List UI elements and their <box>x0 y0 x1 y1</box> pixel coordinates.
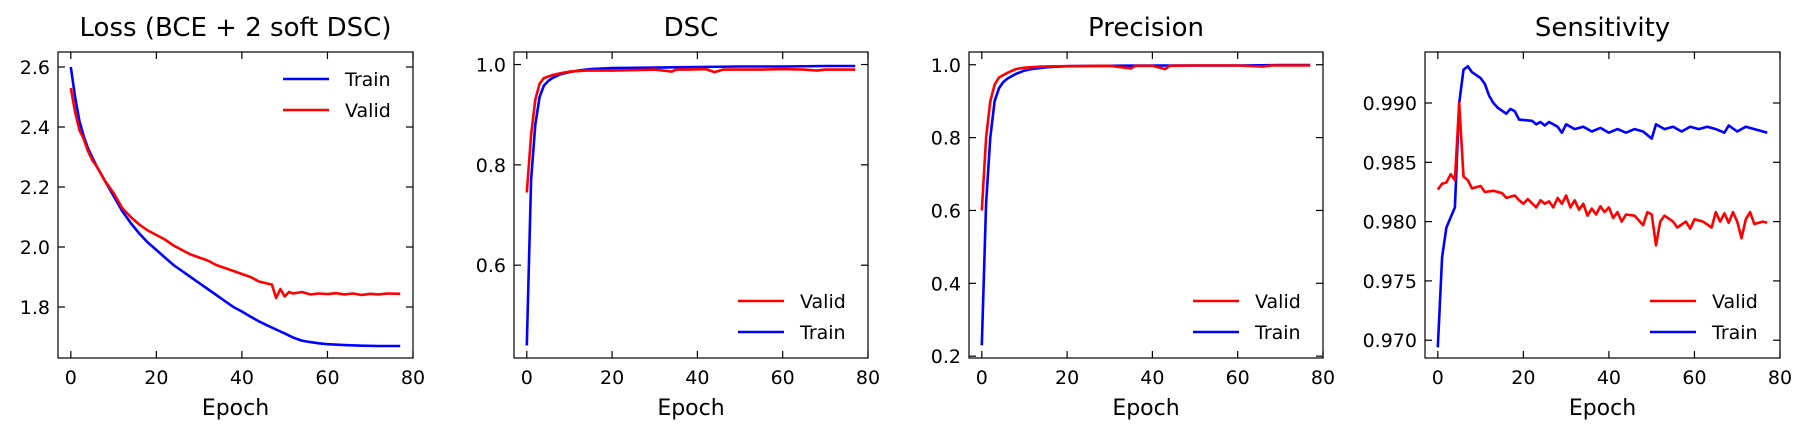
y-tick-label: 1.0 <box>931 55 961 77</box>
chart-title: Precision <box>1088 13 1204 43</box>
x-axis-label: Epoch <box>657 396 724 421</box>
y-tick-label: 0.6 <box>476 255 506 277</box>
legend-label-train: Train <box>799 322 846 344</box>
x-tick-label: 40 <box>230 367 254 389</box>
y-tick-label: 1.0 <box>476 55 506 77</box>
x-tick-label: 80 <box>1768 367 1792 389</box>
legend-label-valid: Valid <box>800 291 846 313</box>
series-group <box>1436 64 1768 348</box>
series-group <box>69 66 401 348</box>
chart-title: DSC <box>664 13 719 43</box>
series-line-valid <box>1436 101 1768 247</box>
x-tick-label: 60 <box>1226 367 1250 389</box>
x-tick-label: 20 <box>144 367 168 389</box>
chart-panel-4: 0 20 40 60 80 0.970 0.975 0.980 0.985 0.990 Sensit… <box>1363 13 1793 421</box>
x-axis-label: Epoch <box>1112 396 1179 421</box>
axes-frame <box>57 51 414 359</box>
x-tick-label: 0 <box>1432 367 1444 389</box>
series-line-valid <box>980 64 1311 211</box>
y-tick-label: 2.4 <box>20 117 50 139</box>
y-tick-label: 0.2 <box>931 346 961 368</box>
legend-label-train: Train <box>344 69 391 91</box>
legend-label-train: Train <box>1711 322 1758 344</box>
y-tick-label: 2.6 <box>20 57 50 79</box>
y-tick-label: 0.980 <box>1363 212 1417 234</box>
series-line-train <box>1436 64 1768 348</box>
y-tick-label: 0.970 <box>1363 330 1417 352</box>
y-tick-label: 0.975 <box>1363 271 1417 293</box>
chart-panel-2: 0 20 40 60 80 0.6 0.8 1.0 DSC Epoch Valid Train <box>476 13 880 421</box>
series-line-valid <box>525 67 856 193</box>
chart-title: Sensitivity <box>1535 13 1670 43</box>
x-tick-label: 40 <box>1140 367 1164 389</box>
x-tick-label: 80 <box>856 367 880 389</box>
y-tick-label: 1.8 <box>20 297 50 319</box>
chart-panel-3: 0 20 40 60 80 0.2 0.4 0.6 0.8 1.0 Precision Epoch Va… <box>931 13 1335 421</box>
legend: Valid Train <box>1193 291 1301 344</box>
legend: Valid Train <box>738 291 846 344</box>
axes-frame <box>1424 51 1781 359</box>
axes-frame <box>513 51 869 359</box>
x-tick-label: 0 <box>521 367 533 389</box>
legend-label-valid: Valid <box>345 100 391 122</box>
legend: Train Valid <box>283 69 391 122</box>
y-tick-label: 0.8 <box>476 155 506 177</box>
legend-label-train: Train <box>1254 322 1301 344</box>
x-tick-label: 20 <box>1055 367 1079 389</box>
legend: Valid Train <box>1650 291 1758 344</box>
x-tick-label: 80 <box>401 367 425 389</box>
y-tick-label: 0.8 <box>931 128 961 150</box>
x-tick-label: 40 <box>685 367 709 389</box>
x-axis-label: Epoch <box>202 396 269 421</box>
axes-frame <box>968 51 1324 359</box>
x-tick-label: 60 <box>771 367 795 389</box>
x-tick-label: 40 <box>1597 367 1621 389</box>
chart-panel-1: 0 20 40 60 80 1.8 2.0 2.2 2.4 2.6 Loss (BCE + 2 so… <box>20 13 425 421</box>
x-tick-label: 0 <box>976 367 988 389</box>
legend-label-valid: Valid <box>1255 291 1301 313</box>
legend-label-valid: Valid <box>1712 291 1758 313</box>
x-tick-label: 60 <box>1682 367 1706 389</box>
x-tick-label: 20 <box>1511 367 1535 389</box>
x-tick-label: 80 <box>1311 367 1335 389</box>
chart-title: Loss (BCE + 2 soft DSC) <box>80 13 392 43</box>
y-tick-label: 0.990 <box>1363 93 1417 115</box>
series-group <box>525 64 856 346</box>
y-tick-label: 2.0 <box>20 237 50 259</box>
y-tick-label: 0.6 <box>931 200 961 222</box>
y-tick-label: 2.2 <box>20 177 50 199</box>
x-tick-label: 20 <box>600 367 624 389</box>
x-tick-label: 60 <box>315 367 339 389</box>
x-axis-label: Epoch <box>1569 396 1636 421</box>
y-tick-label: 0.4 <box>931 273 961 295</box>
series-line-valid <box>69 87 401 300</box>
y-tick-label: 0.985 <box>1363 152 1417 174</box>
series-group <box>980 63 1311 346</box>
x-tick-label: 0 <box>65 367 77 389</box>
